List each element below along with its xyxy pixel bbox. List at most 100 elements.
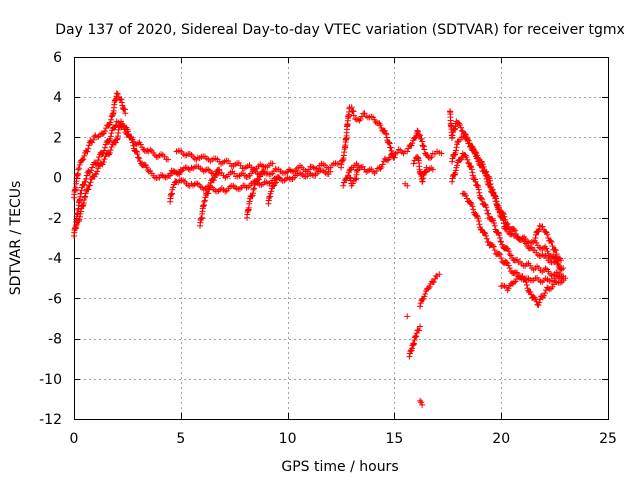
track-late-c-point xyxy=(490,220,497,227)
track-late-b-point xyxy=(487,184,494,191)
track-early-b-point xyxy=(101,147,108,154)
outlier-track-a-point xyxy=(406,353,413,360)
track-early-b-point xyxy=(107,133,114,140)
track-early-c-point xyxy=(95,165,102,172)
outlier-track-a-point xyxy=(415,327,422,334)
dip-8h-point xyxy=(251,182,258,189)
track-early-a-point xyxy=(85,145,92,152)
cluster-16h-point xyxy=(409,140,416,147)
track-early-b-point xyxy=(78,187,85,194)
track-late-c-point xyxy=(489,216,496,223)
track-late-d-point xyxy=(464,195,471,202)
track-early-a-point xyxy=(75,166,82,173)
cluster-16h-point xyxy=(421,146,428,153)
track-late-d-point xyxy=(489,242,496,249)
axis-ticks xyxy=(74,57,609,420)
data-markers xyxy=(71,90,569,408)
outlier-track-b-point xyxy=(422,290,429,297)
dip-9h-point xyxy=(276,174,283,181)
track-early-c-point xyxy=(112,139,119,146)
track-late-b-point xyxy=(560,265,567,272)
track-late-c-point xyxy=(483,207,490,214)
track-late-e-point xyxy=(533,298,540,305)
dip-6h-point xyxy=(206,182,213,189)
rise-13h-point xyxy=(350,112,357,119)
track-early-b-point xyxy=(82,178,89,185)
track-early-c-point xyxy=(134,150,141,157)
x-axis-label: GPS time / hours xyxy=(281,459,398,475)
track-early-b-point xyxy=(88,167,95,174)
track-late-e-point xyxy=(531,294,538,301)
x-tick-label: 25 xyxy=(599,431,617,447)
track-mid-flat-point xyxy=(244,173,251,180)
x-tick-label: 15 xyxy=(385,431,403,447)
track-late-b-point xyxy=(554,260,561,267)
track-late-e-point xyxy=(541,290,548,297)
track-late-c-point xyxy=(497,238,504,245)
outlier-track-a-point xyxy=(409,345,416,352)
track-late-c-point xyxy=(478,195,485,202)
track-late-c-point xyxy=(503,245,510,252)
track-late-b-point xyxy=(472,149,479,156)
outlier-track-b-point xyxy=(425,285,432,292)
track-early-b-point xyxy=(164,156,171,163)
track-late-b-point xyxy=(501,213,508,220)
track-late-c-point xyxy=(496,232,503,239)
track-late-e-point xyxy=(523,282,530,289)
track-early-c-point xyxy=(82,193,89,200)
track-early-a-point xyxy=(90,136,97,143)
outlier-track-b-point xyxy=(430,278,437,285)
track-mid-lower-point xyxy=(327,168,334,175)
dip-6h-point xyxy=(212,171,219,178)
track-late-a-point xyxy=(457,124,464,131)
track-early-b-point xyxy=(108,130,115,137)
cluster-16h-point xyxy=(412,134,419,141)
cluster-16h-point xyxy=(438,150,445,157)
track-late-b-point xyxy=(467,143,474,150)
track-late-c-point xyxy=(485,210,492,217)
track-late-b-point xyxy=(492,195,499,202)
track-late-b-point xyxy=(521,239,528,246)
track-early-c-point xyxy=(129,136,136,143)
x-tick-label: 0 xyxy=(70,431,79,447)
y-tick-label: -10 xyxy=(39,372,62,388)
track-late-c-point xyxy=(478,196,485,203)
y-tick-label: -12 xyxy=(39,412,62,428)
track-early-a-point xyxy=(108,116,115,123)
isolated-15h-point xyxy=(404,182,411,189)
y-tick-label: -6 xyxy=(48,291,62,307)
track-early-b-point xyxy=(101,144,108,151)
track-late-c-point xyxy=(483,204,490,211)
track-mid-lower-point xyxy=(170,184,177,191)
track-late-c-point xyxy=(475,183,482,190)
y-tick-label: -4 xyxy=(48,251,62,267)
track-early-c-point xyxy=(117,118,124,125)
track-late-b-point xyxy=(490,189,497,196)
track-late-e-point xyxy=(505,285,512,292)
rise-13h-lower-point xyxy=(340,182,347,189)
track-late-f-point xyxy=(544,231,551,238)
track-early-a-point xyxy=(76,161,83,168)
track-early-a-point xyxy=(122,110,129,117)
track-late-d-point xyxy=(475,217,482,224)
track-early-c-point xyxy=(101,156,108,163)
track-late-b-point xyxy=(522,240,529,247)
track-early-b-point xyxy=(81,181,88,188)
track-late-c-point xyxy=(481,201,488,208)
track-late-b-point xyxy=(474,155,481,162)
track-late-d-point xyxy=(490,243,497,250)
chart-title: Day 137 of 2020, Sidereal Day-to-day VTE… xyxy=(55,22,625,38)
cluster-16h-point xyxy=(415,131,422,138)
y-tick-label: 6 xyxy=(53,50,62,66)
track-late-c-point xyxy=(494,229,501,236)
track-early-a-point xyxy=(80,156,87,163)
track-late-b-point xyxy=(478,164,485,171)
cluster-16h-point xyxy=(414,128,421,135)
track-late-b-point xyxy=(512,227,519,234)
rise-13h-point xyxy=(372,119,379,126)
track-late-c-point xyxy=(469,169,476,176)
track-late-f-point xyxy=(548,239,555,246)
dip-6h-point xyxy=(201,198,208,205)
dip-6h-point xyxy=(201,197,208,204)
